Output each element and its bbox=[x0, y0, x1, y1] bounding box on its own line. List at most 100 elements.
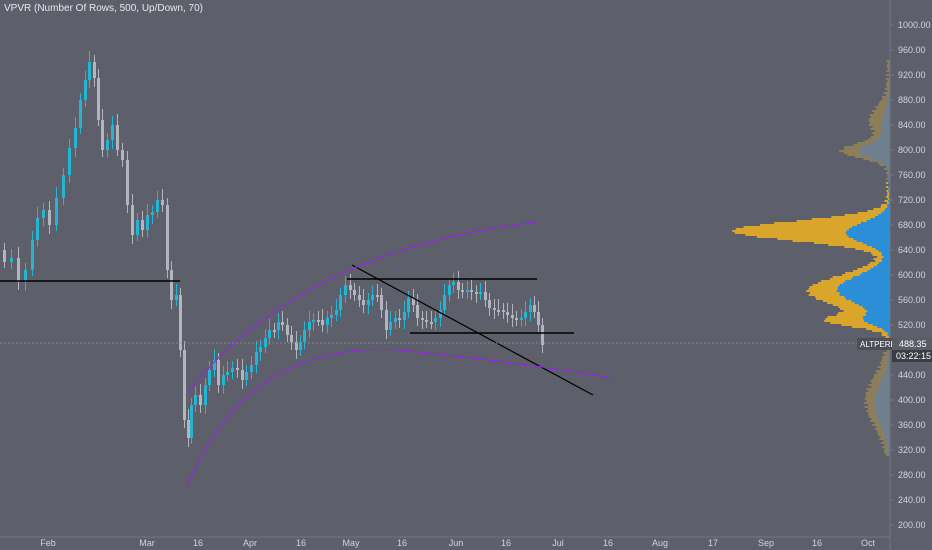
candle bbox=[10, 258, 13, 262]
volume-bar-down bbox=[756, 236, 890, 238]
candle bbox=[385, 310, 388, 330]
volume-bar-up bbox=[887, 356, 890, 358]
volume-bar-down bbox=[887, 202, 890, 204]
volume-bar-up bbox=[882, 328, 890, 330]
channel-upper-curve[interactable] bbox=[187, 221, 536, 393]
volume-bar-up bbox=[881, 120, 890, 122]
candle bbox=[281, 322, 284, 325]
volume-bar-up bbox=[853, 238, 890, 240]
volume-bar-up bbox=[848, 228, 890, 230]
candle bbox=[42, 210, 45, 218]
volume-bar-up bbox=[877, 420, 890, 422]
volume-bar-down bbox=[875, 106, 890, 108]
candle bbox=[286, 325, 289, 335]
volume-bar-up bbox=[888, 352, 890, 354]
candle bbox=[317, 320, 320, 322]
volume-bar-up bbox=[875, 400, 890, 402]
volume-bar-up bbox=[877, 326, 890, 328]
time-tick-label: Jun bbox=[449, 538, 464, 548]
volume-bar-down bbox=[880, 206, 890, 208]
volume-bar-up bbox=[880, 382, 890, 384]
price-tick-label: 760.00 bbox=[898, 170, 926, 180]
candle bbox=[213, 360, 216, 370]
volume-bar-down bbox=[881, 364, 890, 366]
volume-bar-down bbox=[887, 80, 890, 82]
volume-bar-up bbox=[883, 210, 890, 212]
volume-bar-up bbox=[848, 236, 890, 238]
volume-bar-up bbox=[888, 82, 890, 84]
time-tick-label: 16 bbox=[603, 538, 613, 548]
volume-bar-down bbox=[886, 350, 890, 352]
volume-bar-down bbox=[745, 234, 890, 236]
volume-bar-up bbox=[888, 186, 890, 188]
volume-bar-down bbox=[792, 240, 890, 242]
candle bbox=[511, 315, 514, 318]
price-tick-label: 280.00 bbox=[898, 470, 926, 480]
volume-bar-down bbox=[887, 90, 890, 92]
candle bbox=[303, 330, 306, 342]
volume-bar-up bbox=[837, 286, 890, 288]
volume-bar-up bbox=[862, 272, 890, 274]
volume-bar-down bbox=[868, 124, 890, 126]
volume-bar-up bbox=[837, 288, 890, 290]
volume-bar-up bbox=[888, 84, 890, 86]
volume-bar-up bbox=[888, 178, 890, 180]
candle bbox=[3, 250, 6, 262]
volume-bar-up bbox=[888, 354, 890, 356]
volume-bar-down bbox=[872, 126, 890, 128]
candle bbox=[439, 310, 442, 318]
volume-bar-down bbox=[869, 114, 890, 116]
volume-bar-up bbox=[860, 148, 890, 150]
candle bbox=[321, 320, 324, 325]
drawings[interactable] bbox=[0, 221, 614, 488]
volume-bar-up bbox=[860, 152, 890, 154]
volume-bar-up bbox=[881, 134, 890, 136]
candle bbox=[421, 318, 424, 320]
volume-bar-down bbox=[876, 108, 890, 110]
price-tick-label: 600.00 bbox=[898, 270, 926, 280]
volume-bar-down bbox=[855, 248, 890, 250]
time-tick-label: Sep bbox=[758, 538, 774, 548]
volume-bar-up bbox=[882, 118, 890, 120]
volume-bar-up bbox=[878, 250, 890, 252]
volume-bar-up bbox=[873, 406, 890, 408]
price-scale[interactable]: 1000.00 960.00 920.00 880.00 840.00 800.00 760… bbox=[889, 0, 931, 550]
candle bbox=[141, 220, 144, 230]
volume-bar-down bbox=[881, 334, 890, 336]
descending-trendline[interactable] bbox=[351, 264, 594, 396]
volume-bar-down bbox=[887, 62, 890, 64]
channel-lower-curve[interactable] bbox=[186, 348, 614, 488]
time-scale[interactable]: Feb Mar 16 Apr 16 May 16 Jun 16 Jul 16 Aug 17 Sep 16 Oc… bbox=[0, 536, 890, 548]
last-price: 488.35 bbox=[899, 339, 927, 349]
candle bbox=[529, 305, 532, 312]
volume-bar-up bbox=[880, 422, 890, 424]
candle bbox=[376, 295, 379, 297]
volume-bar-up bbox=[878, 418, 890, 420]
volume-bar-up bbox=[878, 214, 890, 216]
volume-bar-up bbox=[888, 66, 890, 68]
volume-bar-up bbox=[888, 200, 890, 202]
volume-bar-down bbox=[871, 382, 890, 384]
volume-bar-up bbox=[866, 220, 890, 222]
volume-bar-up bbox=[845, 232, 890, 234]
candle bbox=[371, 295, 374, 300]
candle bbox=[101, 120, 104, 150]
volume-bar-up bbox=[862, 154, 890, 156]
volume-bar-up bbox=[875, 404, 890, 406]
candle bbox=[84, 80, 87, 100]
candle bbox=[24, 270, 27, 282]
volume-bar-down bbox=[887, 192, 890, 194]
volume-bar-up bbox=[884, 112, 890, 114]
volume-bar-down bbox=[874, 112, 890, 114]
candle bbox=[537, 312, 540, 325]
volume-bar-up bbox=[845, 280, 890, 282]
volume-bar-up bbox=[871, 246, 890, 248]
volume-bar-down bbox=[883, 92, 890, 94]
volume-bar-up bbox=[839, 294, 890, 296]
volume-bar-up bbox=[857, 150, 890, 152]
time-tick-label: May bbox=[342, 538, 360, 548]
volume-bar-up bbox=[876, 388, 890, 390]
volume-bar-down bbox=[887, 198, 890, 200]
candle bbox=[277, 322, 280, 330]
